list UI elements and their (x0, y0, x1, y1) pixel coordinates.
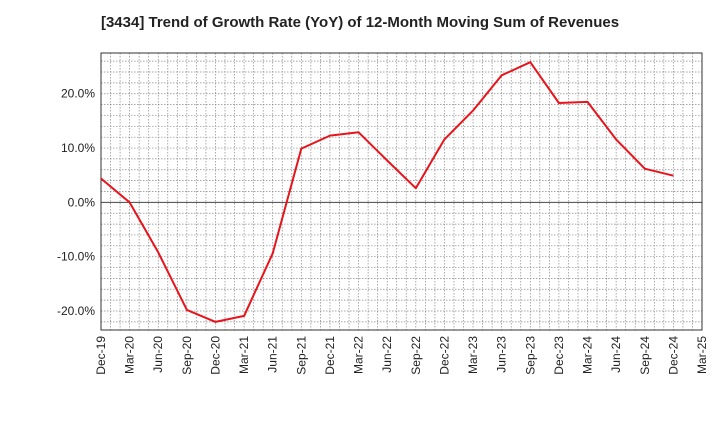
series-line (100, 61, 674, 323)
chart-title: [3434] Trend of Growth Rate (YoY) of 12-… (100, 14, 620, 31)
x-tick-label: Jun-23 (495, 336, 509, 373)
y-tick-label: 10.0% (61, 141, 95, 155)
x-tick-label: Dec-19 (94, 336, 108, 375)
y-tick-label: -20.0% (57, 304, 95, 318)
x-tick-label: Mar-24 (581, 336, 595, 374)
x-tick-label: Dec-24 (666, 336, 680, 375)
x-tick-label: Mar-20 (123, 336, 137, 374)
x-tick-label: Mar-22 (352, 336, 366, 374)
x-tick-label: Sep-22 (409, 336, 423, 375)
x-tick-label: Dec-20 (208, 336, 222, 375)
x-tick-label: Mar-23 (466, 336, 480, 374)
x-tick-label: Mar-21 (237, 336, 251, 374)
plot-border (100, 52, 703, 331)
x-tick-label: Dec-21 (323, 336, 337, 375)
x-tick-label: Sep-21 (294, 336, 308, 375)
x-tick-label: Sep-20 (180, 336, 194, 375)
x-tick-label: Jun-20 (151, 336, 165, 373)
x-tick-label: Dec-23 (552, 336, 566, 375)
x-tick-label: Jun-24 (609, 336, 623, 373)
x-tick-label: Dec-22 (437, 336, 451, 375)
y-tick-label: -10.0% (57, 250, 95, 264)
y-tick-label: 20.0% (61, 87, 95, 101)
x-tick-label: Jun-21 (266, 336, 280, 373)
y-tick-label: 0.0% (68, 195, 96, 209)
x-tick-label: Sep-23 (523, 336, 537, 375)
x-tick-label: Jun-22 (380, 336, 394, 373)
x-tick-label: Sep-24 (638, 336, 652, 375)
x-tick-label: Mar-25 (695, 336, 709, 374)
